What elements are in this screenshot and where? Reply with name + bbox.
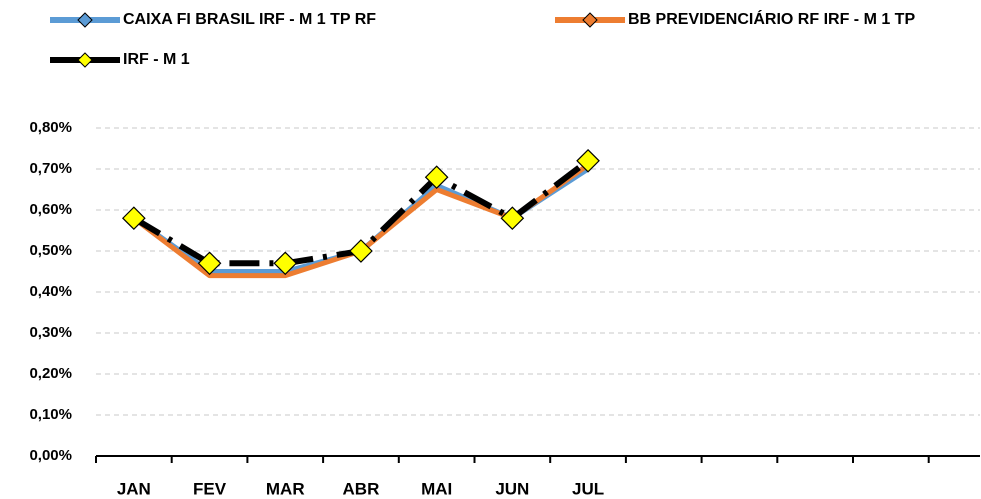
legend-label: BB PREVIDENCIÁRIO RF IRF - M 1 TP — [628, 9, 915, 28]
x-tick-label: JUL — [572, 479, 604, 498]
y-tick-label: 0,50% — [29, 242, 72, 259]
x-tick-label: ABR — [343, 479, 380, 498]
legend-label: CAIXA FI BRASIL IRF - M 1 TP RF — [123, 11, 376, 28]
legend-label: IRF - M 1 — [123, 51, 190, 68]
data-point — [122, 206, 146, 231]
legend-marker — [77, 52, 93, 68]
x-tick-label: FEV — [193, 479, 227, 498]
y-tick-label: 0,40% — [29, 283, 72, 300]
y-tick-label: 0,80% — [29, 119, 72, 136]
data-point — [576, 148, 600, 173]
y-tick-label: 0,70% — [29, 160, 72, 177]
legend-marker — [77, 12, 93, 28]
data-point — [349, 239, 373, 263]
legend-marker — [582, 12, 598, 28]
y-tick-label: 0,20% — [29, 365, 72, 382]
data-point — [197, 251, 222, 276]
data-point — [424, 165, 449, 190]
y-tick-label: 0,00% — [29, 447, 72, 464]
data-point — [273, 251, 298, 276]
y-tick-label: 0,60% — [29, 201, 72, 218]
data-point — [500, 206, 525, 231]
x-tick-label: MAI — [421, 479, 452, 498]
y-tick-label: 0,10% — [29, 406, 72, 423]
y-tick-label: 0,30% — [29, 324, 72, 341]
x-tick-label: JAN — [117, 479, 151, 498]
x-tick-label: JUN — [495, 479, 529, 498]
x-tick-label: MAR — [266, 479, 305, 498]
